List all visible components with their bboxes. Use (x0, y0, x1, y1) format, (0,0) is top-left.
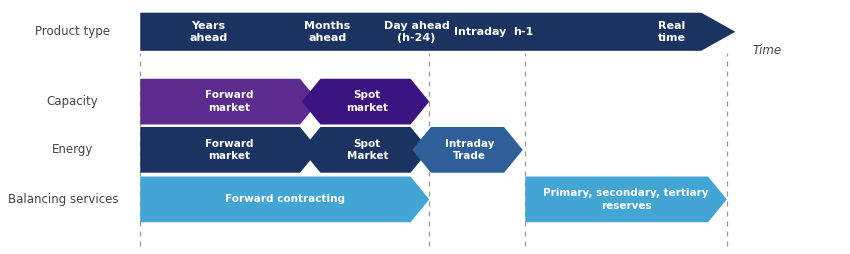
Text: Months
ahead: Months ahead (304, 21, 350, 43)
Text: h-1: h-1 (513, 27, 533, 37)
Text: Spot
Market: Spot Market (347, 139, 388, 161)
Text: Day ahead
(h-24): Day ahead (h-24) (383, 21, 450, 43)
Text: Forward
market: Forward market (205, 139, 254, 161)
Polygon shape (140, 177, 429, 222)
Text: Time: Time (752, 44, 781, 57)
Polygon shape (140, 79, 319, 124)
Text: Primary, secondary, tertiary
reserves: Primary, secondary, tertiary reserves (543, 188, 709, 211)
Text: Energy: Energy (52, 143, 93, 156)
Polygon shape (302, 127, 429, 173)
Text: Intraday
Trade: Intraday Trade (445, 139, 494, 161)
Polygon shape (140, 13, 735, 51)
Polygon shape (302, 79, 429, 124)
Polygon shape (412, 127, 523, 173)
Polygon shape (525, 177, 727, 222)
Text: Intraday: Intraday (454, 27, 507, 37)
Text: Forward contracting: Forward contracting (224, 194, 345, 204)
Polygon shape (140, 127, 319, 173)
Text: Real
time: Real time (658, 21, 685, 43)
Text: Capacity: Capacity (47, 95, 98, 108)
Text: Balancing services: Balancing services (8, 193, 119, 206)
Text: Spot
market: Spot market (346, 90, 388, 113)
Text: Product type: Product type (35, 25, 110, 38)
Text: Forward
market: Forward market (205, 90, 254, 113)
Text: Years
ahead: Years ahead (189, 21, 227, 43)
